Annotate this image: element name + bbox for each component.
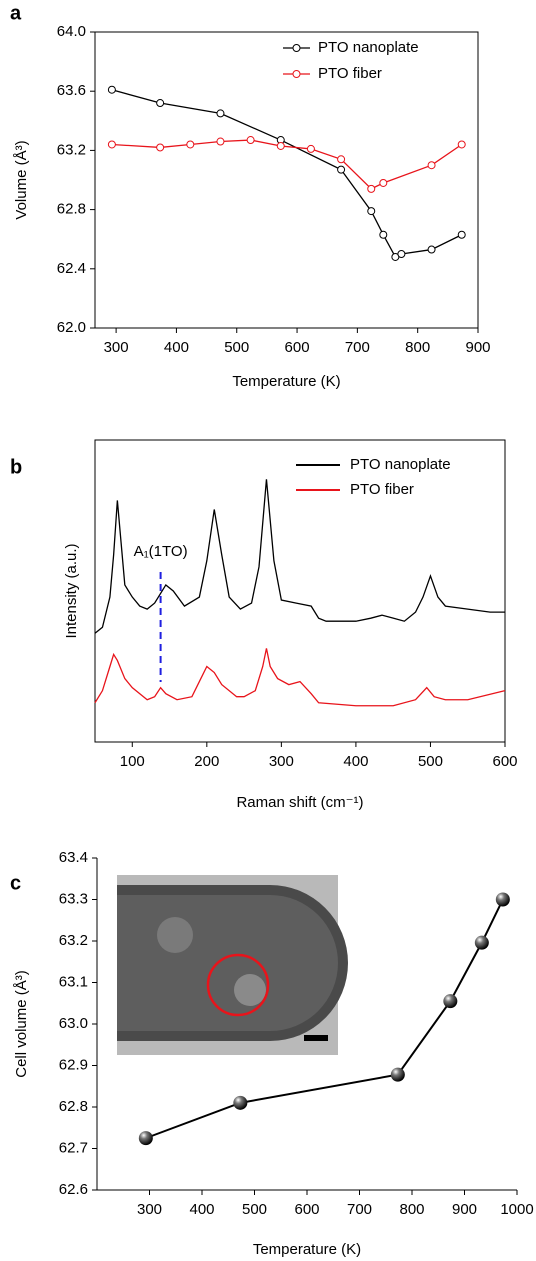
y-tick-label: 62.9: [59, 1056, 88, 1073]
y-tick-label: 62.4: [57, 260, 86, 277]
data-point: [457, 140, 466, 149]
data-point: [457, 230, 466, 239]
y-axis-label: Volume (Å³): [13, 140, 30, 219]
x-tick-label: 300: [269, 753, 294, 770]
x-axis-label: Temperature (K): [253, 1241, 361, 1258]
x-tick-label: 800: [399, 1201, 424, 1218]
data-point: [216, 109, 225, 118]
x-axis-label: Temperature (K): [232, 373, 340, 390]
inset-particle: [234, 974, 266, 1006]
data-point: [427, 245, 436, 254]
y-tick-label: 62.0: [57, 319, 86, 336]
series-line: [145, 899, 504, 1140]
y-tick-label: 62.8: [59, 1098, 88, 1115]
x-tick-label: 500: [242, 1201, 267, 1218]
legend-marker: [292, 44, 301, 52]
legend-label: PTO nanoplate: [350, 456, 451, 473]
series-line: [94, 479, 505, 634]
data-point: [156, 143, 165, 152]
y-tick-label: 63.6: [57, 82, 86, 99]
data-point: [337, 165, 346, 174]
data-point: [390, 1067, 405, 1082]
x-tick-label: 200: [194, 753, 219, 770]
plot-frame: [94, 439, 506, 743]
series-line: [111, 139, 463, 190]
data-point: [276, 141, 285, 150]
data-point: [367, 207, 376, 216]
legend-label: PTO nanoplate: [318, 39, 419, 56]
x-tick-label: 400: [189, 1201, 214, 1218]
x-tick-label: 400: [164, 339, 189, 356]
y-tick-label: 63.0: [59, 1015, 88, 1032]
x-tick-label: 500: [224, 339, 249, 356]
panel-label: a: [10, 2, 22, 24]
data-point: [138, 1131, 153, 1146]
x-tick-label: 300: [104, 339, 129, 356]
y-tick-label: 62.6: [59, 1181, 88, 1198]
x-tick-label: 600: [285, 339, 310, 356]
x-tick-label: 900: [452, 1201, 477, 1218]
y-tick-label: 63.2: [57, 141, 86, 158]
x-tick-label: 400: [343, 753, 368, 770]
y-tick-label: 62.8: [57, 201, 86, 218]
data-point: [495, 892, 510, 907]
data-point: [246, 136, 255, 145]
legend-label: PTO fiber: [350, 481, 414, 498]
data-point: [337, 155, 346, 164]
x-tick-label: 500: [418, 753, 443, 770]
data-point: [306, 144, 315, 153]
data-point: [397, 250, 406, 258]
data-point: [107, 85, 116, 94]
y-tick-label: 63.1: [59, 973, 88, 990]
data-point: [156, 99, 165, 108]
data-point: [443, 994, 458, 1009]
data-point: [186, 140, 195, 149]
data-point: [216, 137, 225, 146]
plot-frame: [94, 31, 479, 329]
legend-marker: [292, 70, 301, 78]
x-tick-label: 600: [492, 753, 517, 770]
data-point: [367, 184, 376, 193]
y-tick-label: 62.7: [59, 1139, 88, 1156]
annotation-label: A₁(1TO): [134, 543, 188, 560]
data-point: [107, 140, 116, 149]
x-axis-label: Raman shift (cm⁻¹): [236, 794, 363, 811]
series-line: [94, 648, 506, 707]
x-tick-label: 100: [120, 753, 145, 770]
x-tick-label: 600: [294, 1201, 319, 1218]
x-tick-label: 300: [137, 1201, 162, 1218]
y-axis-label: Intensity (a.u.): [63, 543, 80, 638]
inset-circle: [206, 953, 270, 1017]
panel-label: c: [10, 872, 21, 894]
scale-bar: [304, 1035, 328, 1041]
data-point: [379, 230, 388, 239]
y-tick-label: 64.0: [57, 23, 86, 40]
x-tick-label: 900: [465, 339, 490, 356]
y-tick-label: 63.2: [59, 932, 88, 949]
tem-inset: [117, 875, 348, 1055]
data-point: [427, 161, 436, 170]
data-point: [379, 178, 388, 187]
y-tick-label: 63.3: [59, 890, 88, 907]
x-tick-label: 700: [345, 339, 370, 356]
panel-label: b: [10, 456, 22, 478]
x-tick-label: 800: [405, 339, 430, 356]
x-tick-label: 700: [347, 1201, 372, 1218]
y-axis-label: Cell volume (Å³): [13, 970, 30, 1078]
inset-particle: [157, 917, 193, 953]
data-point: [233, 1095, 248, 1110]
data-point: [474, 935, 489, 950]
y-tick-label: 63.4: [59, 849, 88, 866]
legend-label: PTO fiber: [318, 65, 382, 82]
x-tick-label: 1000: [500, 1201, 533, 1218]
inset-fiber-core: [117, 895, 338, 1031]
